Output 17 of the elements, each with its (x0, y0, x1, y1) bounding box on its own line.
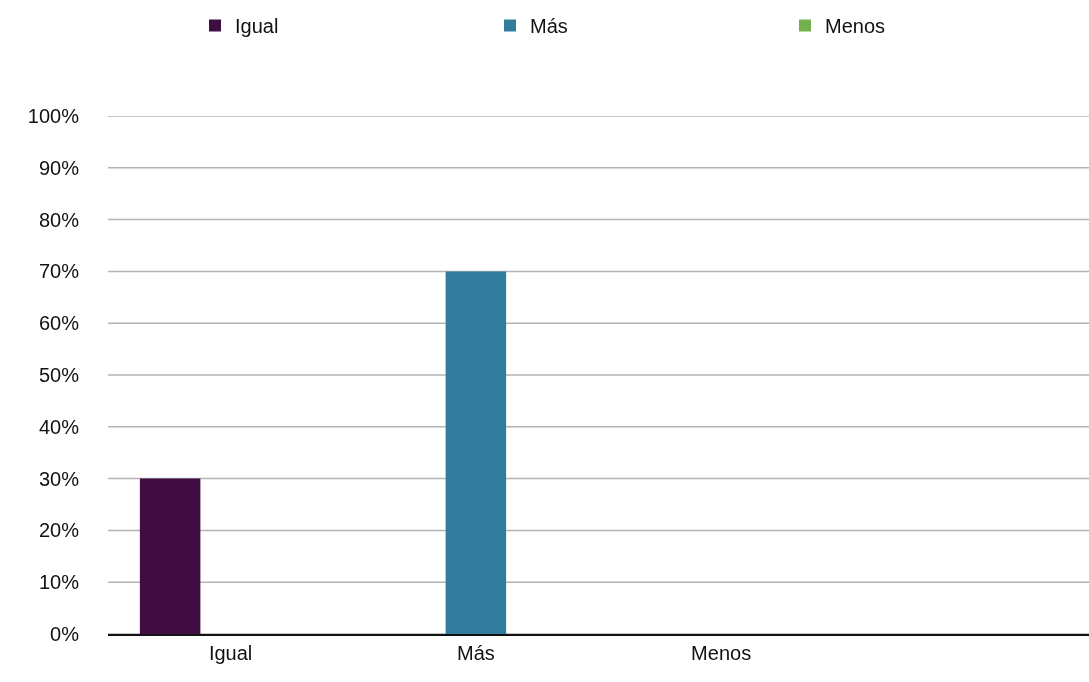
y-tick-label: 60% (38, 312, 80, 335)
legend-label: Menos (825, 15, 886, 38)
y-tick-label: 0% (50, 623, 80, 645)
y-tick-label: 70% (38, 260, 80, 283)
y-tick-label: 30% (38, 467, 80, 490)
y-tick-label: 50% (38, 364, 80, 386)
y-tick-label: 20% (38, 519, 80, 542)
y-tick-label: 100% (27, 105, 80, 127)
y-tick-label: 90% (38, 156, 80, 179)
legend-label: Igual (235, 15, 279, 38)
legend-label: Más (530, 15, 568, 38)
x-tick-label: Menos (691, 642, 752, 664)
y-tick-label: 10% (38, 571, 80, 594)
y-tick-label: 80% (38, 208, 80, 231)
x-tick-label: Más (456, 642, 495, 664)
x-tick-label: Igual (208, 642, 253, 664)
y-tick-label: 40% (38, 415, 80, 438)
